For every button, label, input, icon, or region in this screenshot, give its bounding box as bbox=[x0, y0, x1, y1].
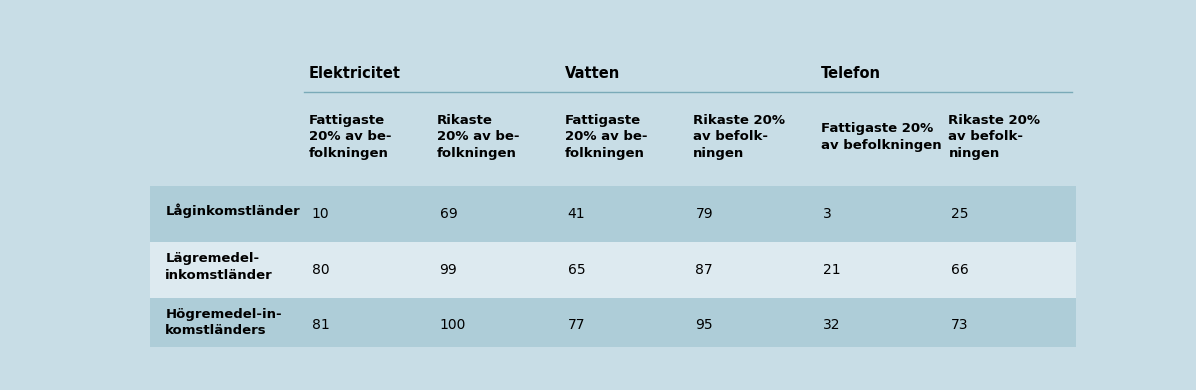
Text: Fattigaste
20% av be-
folkningen: Fattigaste 20% av be- folkningen bbox=[565, 114, 647, 160]
Text: 65: 65 bbox=[568, 263, 585, 277]
Text: 95: 95 bbox=[695, 318, 713, 332]
Text: Fattigaste 20%
av befolkningen: Fattigaste 20% av befolkningen bbox=[820, 122, 941, 152]
Text: 100: 100 bbox=[440, 318, 466, 332]
Text: Rikaste 20%
av befolk-
ningen: Rikaste 20% av befolk- ningen bbox=[692, 114, 785, 160]
Text: Rikaste
20% av be-
folkningen: Rikaste 20% av be- folkningen bbox=[437, 114, 519, 160]
Text: 25: 25 bbox=[951, 207, 969, 221]
Bar bbox=[150, 242, 1076, 298]
Text: Fattigaste
20% av be-
folkningen: Fattigaste 20% av be- folkningen bbox=[309, 114, 391, 160]
Text: 41: 41 bbox=[568, 207, 585, 221]
Text: 32: 32 bbox=[823, 318, 841, 332]
Text: 81: 81 bbox=[312, 318, 329, 332]
Text: Telefon: Telefon bbox=[820, 66, 880, 81]
Bar bbox=[150, 298, 1076, 353]
Text: 3: 3 bbox=[823, 207, 832, 221]
Text: 21: 21 bbox=[823, 263, 841, 277]
Text: 66: 66 bbox=[951, 263, 969, 277]
Text: 73: 73 bbox=[951, 318, 969, 332]
Text: Rikaste 20%
av befolk-
ningen: Rikaste 20% av befolk- ningen bbox=[948, 114, 1041, 160]
Text: 99: 99 bbox=[440, 263, 457, 277]
Text: Vatten: Vatten bbox=[565, 66, 620, 81]
Text: Lägremedel-
inkomstländer: Lägremedel- inkomstländer bbox=[165, 252, 273, 282]
Text: Elektricitet: Elektricitet bbox=[309, 66, 401, 81]
Text: 79: 79 bbox=[695, 207, 713, 221]
Bar bbox=[150, 186, 1076, 242]
Text: 77: 77 bbox=[568, 318, 585, 332]
Text: Låginkomstländer: Låginkomstländer bbox=[165, 204, 300, 218]
Text: Högremedel-in-
komstländers: Högremedel-in- komstländers bbox=[165, 308, 282, 337]
Text: 10: 10 bbox=[312, 207, 329, 221]
Text: 87: 87 bbox=[695, 263, 713, 277]
Text: 80: 80 bbox=[312, 263, 329, 277]
Text: 69: 69 bbox=[440, 207, 457, 221]
